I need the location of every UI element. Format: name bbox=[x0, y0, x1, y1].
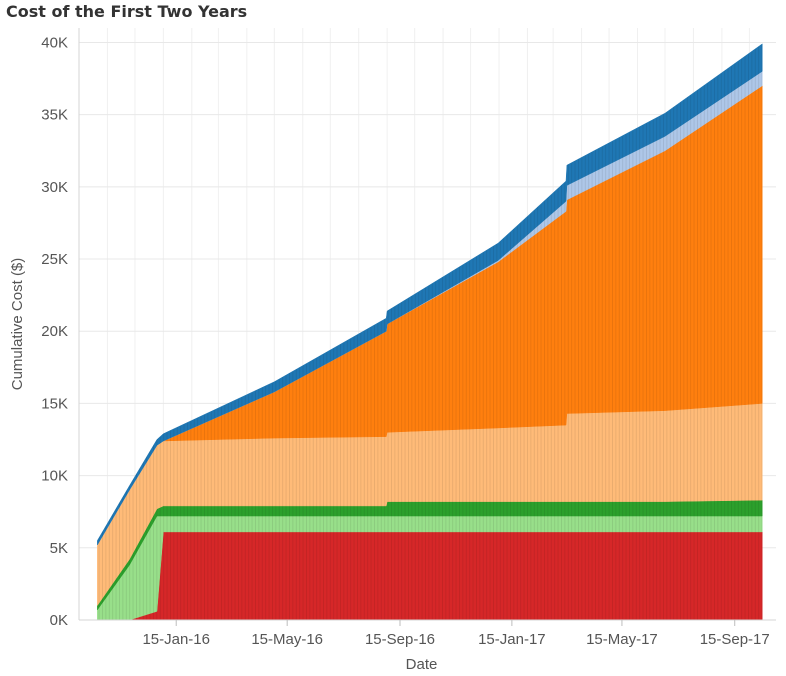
x-axis: 15-Jan-16 15-May-16 15-Sep-16 15-Jan-17 15-M… bbox=[142, 620, 770, 648]
y-tick-label: 40K bbox=[41, 34, 68, 51]
y-axis: 0K 5K 10K 15K 20K 25K 30K 35K 40K bbox=[41, 34, 68, 629]
y-tick-label: 10K bbox=[41, 468, 68, 485]
x-tick-label: 15-Sep-16 bbox=[365, 631, 435, 648]
y-tick-label: 30K bbox=[41, 179, 68, 196]
x-tick-label: 15-May-16 bbox=[251, 631, 323, 648]
y-tick-label: 25K bbox=[41, 251, 68, 268]
y-tick-label: 35K bbox=[41, 107, 68, 124]
chart-title: Cost of the First Two Years bbox=[6, 2, 248, 21]
x-tick-label: 15-Sep-17 bbox=[700, 631, 770, 648]
y-tick-label: 15K bbox=[41, 395, 68, 412]
y-tick-label: 0K bbox=[50, 612, 68, 629]
x-axis-label: Date bbox=[406, 656, 438, 673]
y-axis-label: Cumulative Cost ($) bbox=[9, 258, 26, 391]
plot-frame bbox=[78, 28, 776, 621]
x-tick-label: 15-May-17 bbox=[586, 631, 658, 648]
x-tick-label: 15-Jan-16 bbox=[142, 631, 210, 648]
x-tick-label: 15-Jan-17 bbox=[478, 631, 546, 648]
y-tick-label: 5K bbox=[50, 540, 68, 557]
y-tick-label: 20K bbox=[41, 323, 68, 340]
